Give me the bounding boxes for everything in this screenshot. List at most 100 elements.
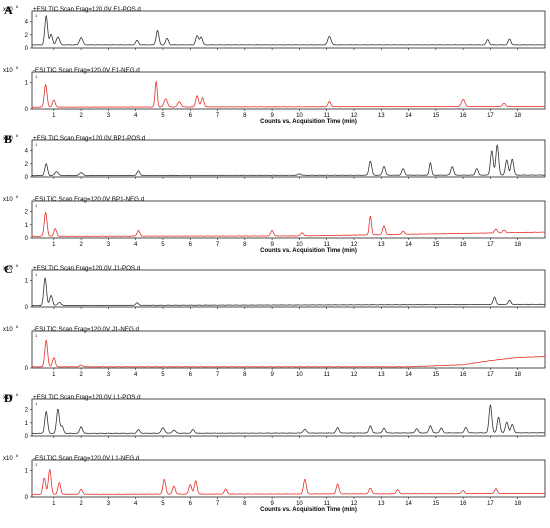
panel-c-x-tick-label-10: 11 [324,372,331,378]
panel-d-x-tick-label-10: 11 [324,501,331,507]
panel-b-x-tick-label-4: 5 [161,242,165,248]
panel-d-neg-corner-label: 1 [35,462,38,467]
panel-d-neg-y-tick-label-0: 0 [25,495,29,501]
panel-a-x-tick-label-3: 4 [134,113,138,119]
panel-a-neg-y-tick-label-1: 1 [25,81,29,87]
panel-d-pos-trace-title: +ESI TIC Scan Frag=120.0V L1-POS.d [33,394,141,401]
panel-c-x-tick-label-15: 16 [460,372,467,378]
panel-c-x-tick-label-4: 5 [161,372,165,378]
panel-b-x-axis-label: Counts vs. Acquisition Time (min) [260,248,357,254]
panel-d-neg-scale-exponent: 6 [16,453,19,458]
panel-a-x-tick-label-16: 17 [487,113,494,119]
panel-d-x-tick-label-0: 1 [52,501,56,507]
panel-a-x-tick-label-7: 8 [243,113,247,119]
panel-a-x-tick-label-9: 10 [296,113,303,119]
panel-b-x-tick-label-1: 2 [79,242,83,248]
panel-d-neg-plot-frame [31,459,546,498]
panel-a-pos-y-tick-label-0: 0 [25,46,29,52]
panel-a-neg-trace-title: -ESI TIC Scan Frag=120.0V F1-NEG.d [33,67,140,74]
panel-c-x-tick-label-17: 18 [514,372,521,378]
panel-c-x-tick-label-14: 15 [433,372,440,378]
panel-c-neg-corner-label: 1 [35,333,38,338]
panel-a-x-tick-label-5: 6 [189,113,193,119]
panel-c-pos-y-tick-label-0: 0 [25,305,29,311]
panel-a-neg-tic-trace [31,80,546,108]
panel-d-pos-y-tick-label-1: 1 [25,421,29,427]
panel-d-pos-y-tick-label-2: 2 [25,408,29,414]
panel-b-neg-plot-frame [31,200,546,239]
panel-b-x-tick-label-0: 1 [52,242,56,248]
panel-b-pos-y-tick-label-2: 4 [25,149,29,155]
panel-a-x-tick-label-8: 9 [270,113,274,119]
panel-b-neg-tic-trace [31,211,546,237]
panel-c-x-tick-label-13: 14 [405,372,412,378]
panel-c-x-tick-label-5: 6 [189,372,193,378]
panel-c-x-tick-label-11: 12 [351,372,358,378]
panel-d-neg-tic-trace [31,469,546,495]
panel-a-x-tick-label-2: 3 [107,113,111,119]
panel-b-pos-scale-label: x10 [3,136,13,142]
panel-c-x-tick-label-12: 13 [378,372,385,378]
panel-b-x-tick-label-5: 6 [189,242,193,248]
panel-a-neg-scale-label: x10 [3,68,13,74]
panel-d-x-tick-label-8: 9 [270,501,274,507]
panel-d-x-tick-label-17: 18 [514,501,521,507]
panel-b-x-tick-label-14: 15 [433,242,440,248]
panel-b-neg-scale-label: x10 [3,197,13,203]
panel-a-pos-y-tick-label-2: 4 [25,20,29,26]
panel-b-x-tick-label-3: 4 [134,242,138,248]
panel-b-x-tick-label-10: 11 [324,242,331,248]
panel-b-x-tick-label-15: 16 [460,242,467,248]
panel-a-neg-corner-label: 1 [35,74,38,79]
panel-a-pos-trace-title: +ESI TIC Scan Frag=120.0V F1-POS.d [33,6,141,13]
panel-b-pos-corner-label: 1 [35,142,38,147]
panel-c-pos-y-tick-label-1: 1 [25,279,29,285]
panel-d-x-tick-label-1: 2 [79,501,83,507]
panel-c-x-tick-label-16: 17 [487,372,494,378]
panel-a-x-tick-label-12: 13 [378,113,385,119]
panel-d-x-tick-label-9: 10 [296,501,303,507]
panel-b-x-tick-label-13: 14 [405,242,412,248]
panel-c-neg-plot-frame [31,330,546,369]
panel-b-x-tick-label-6: 7 [216,242,220,248]
panel-d-x-tick-label-12: 13 [378,501,385,507]
panel-d-x-tick-label-16: 17 [487,501,494,507]
panel-c-x-tick-label-1: 2 [79,372,83,378]
panel-b-x-tick-label-7: 8 [243,242,247,248]
panel-a-pos-y-tick-label-1: 2 [25,33,29,39]
panel-a-x-tick-label-0: 1 [52,113,56,119]
panel-d-pos-y-tick-label-0: 0 [25,434,29,440]
panel-d-pos-scale-exponent: 6 [16,392,19,397]
panel-c-neg-tic-trace [31,339,546,368]
panel-c-pos-corner-label: 1 [35,272,38,277]
panel-a-pos-scale-exponent: 6 [16,4,19,9]
panel-b-x-tick-label-12: 13 [378,242,385,248]
panel-c-pos-tic-trace [31,277,546,307]
panel-d-neg-y-tick-label-1: 1 [25,469,29,475]
panel-c-x-tick-label-3: 4 [134,372,138,378]
panel-a-x-tick-label-15: 16 [460,113,467,119]
panel-b-neg-y-tick-label-2: 2 [25,210,29,216]
panel-c-neg-scale-exponent: 6 [16,324,19,329]
panel-b-neg-y-tick-label-0: 0 [25,236,29,242]
panel-letter-c: C [4,262,13,276]
panel-c-neg-scale-label: x10 [3,327,13,333]
panel-a-pos-corner-label: 1 [35,13,38,18]
panel-a-neg-y-tick-label-0: 0 [25,107,29,113]
panel-b-pos-trace-title: +ESI TIC Scan Frag=120.0V BP1-POS.d [33,135,146,142]
panel-b-pos-plot-frame [31,139,546,178]
panel-d-x-tick-label-14: 15 [433,501,440,507]
panel-a-pos-plot-frame [31,10,546,49]
panel-d-pos-corner-label: 1 [35,401,38,406]
panel-letter-a: A [4,3,13,17]
panel-b-x-tick-label-16: 17 [487,242,494,248]
panel-c-pos-scale-exponent: 6 [16,263,19,268]
panel-b-x-tick-label-17: 18 [514,242,521,248]
panel-b-pos-tic-trace [31,144,546,177]
panel-letter-b: B [4,132,12,146]
panel-d-x-tick-label-11: 12 [351,501,358,507]
panel-a-x-tick-label-11: 12 [351,113,358,119]
panel-d-x-axis-label: Counts vs. Acquisition Time (min) [260,507,357,513]
panel-a-x-tick-label-17: 18 [514,113,521,119]
